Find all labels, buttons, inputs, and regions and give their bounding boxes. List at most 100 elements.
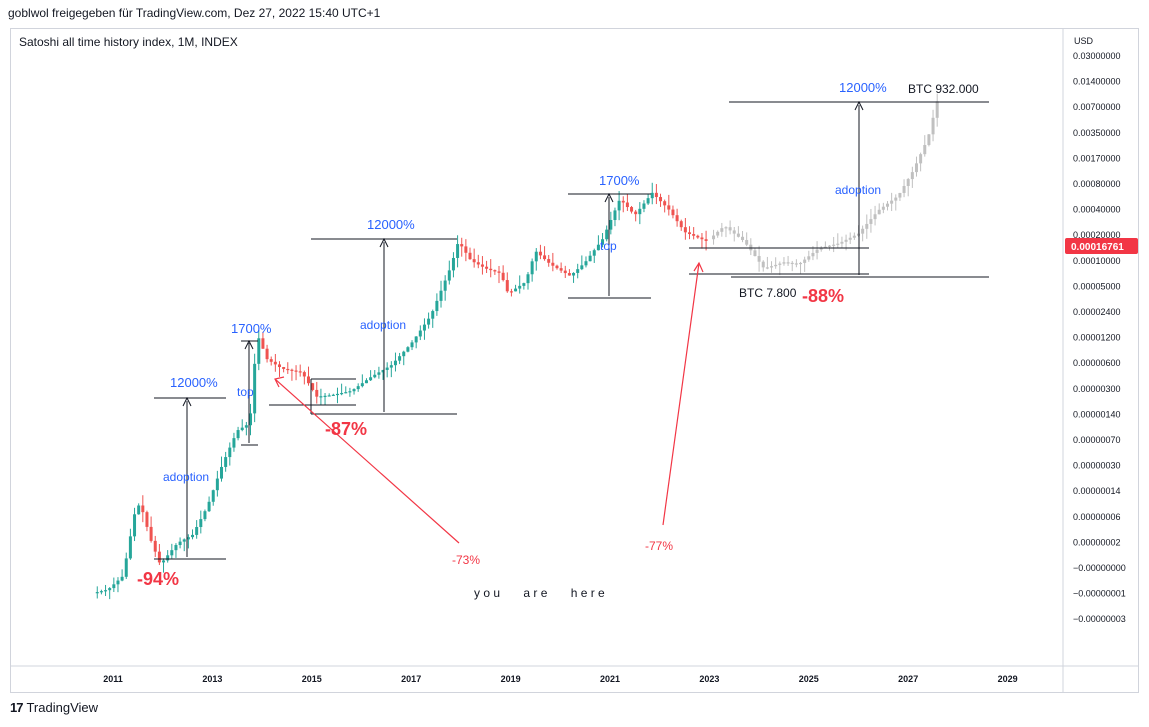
candle xyxy=(646,194,650,205)
candle xyxy=(654,184,658,205)
candle xyxy=(588,251,592,262)
price-tick-label: 0.00000014 xyxy=(1073,486,1121,496)
candle xyxy=(406,346,410,353)
candle xyxy=(294,365,298,381)
projection-candle xyxy=(852,232,856,240)
candle xyxy=(518,275,522,294)
price-tick-label: −0.00000001 xyxy=(1073,589,1126,599)
candle xyxy=(526,272,530,290)
time-tick-label: 2025 xyxy=(799,674,819,684)
projection-candle xyxy=(732,226,736,242)
candle xyxy=(460,237,464,257)
candle xyxy=(613,207,617,227)
candle xyxy=(108,587,112,600)
candle xyxy=(203,509,207,522)
projection-candle xyxy=(745,232,749,247)
projection-candle xyxy=(914,156,918,177)
candle xyxy=(402,350,406,366)
candle xyxy=(199,510,203,534)
projection-candles xyxy=(712,93,939,276)
candle xyxy=(451,252,455,278)
candle xyxy=(232,432,236,452)
candle xyxy=(157,544,161,566)
candle xyxy=(601,233,605,248)
candle xyxy=(220,456,224,482)
candle xyxy=(128,528,132,560)
candle xyxy=(489,259,493,278)
candle xyxy=(505,272,509,293)
top-label-1: top xyxy=(237,385,254,399)
candle xyxy=(596,235,600,251)
drawdown-88: -88% xyxy=(802,286,844,306)
projection-candle xyxy=(774,257,778,269)
candle xyxy=(543,246,547,261)
candle xyxy=(547,254,551,267)
candle xyxy=(228,442,232,466)
candle xyxy=(485,260,489,274)
candle xyxy=(630,205,634,214)
candle xyxy=(696,234,700,239)
candle xyxy=(99,589,103,595)
candle xyxy=(447,260,451,285)
time-tick-label: 2015 xyxy=(302,674,322,684)
projection-candle xyxy=(865,214,869,239)
tradingview-logo-icon: 17 xyxy=(10,700,24,715)
candle xyxy=(534,248,538,271)
candle xyxy=(621,196,625,213)
projection-candle xyxy=(861,225,865,242)
drawdown-73: -73% xyxy=(452,553,480,567)
candle xyxy=(141,495,145,523)
candle xyxy=(166,550,170,563)
candle xyxy=(609,211,613,235)
projection-candle xyxy=(885,201,889,211)
candle xyxy=(538,244,542,260)
candle xyxy=(182,538,186,552)
candle xyxy=(186,534,190,549)
projection-candle xyxy=(848,232,852,244)
price-tick-label: 0.00000030 xyxy=(1073,461,1121,471)
candle xyxy=(567,269,571,276)
chart-title: Satoshi all time history index, 1M, INDE… xyxy=(19,35,238,49)
chart-svg[interactable]: Satoshi all time history index, 1M, INDE… xyxy=(11,29,1138,692)
candle xyxy=(389,361,393,378)
time-tick-label: 2011 xyxy=(103,674,123,684)
price-tick-label: 0.00002400 xyxy=(1073,307,1121,317)
projection-candle xyxy=(927,134,931,147)
candle xyxy=(360,374,364,388)
candle xyxy=(427,312,431,329)
candle xyxy=(410,340,414,351)
adoption-label-1: adoption xyxy=(163,470,209,484)
price-axis[interactable]: 0.03000000 0.01400000 0.00700000 0.00350000… xyxy=(1073,51,1126,624)
candle xyxy=(555,264,559,270)
candle xyxy=(191,529,195,540)
projection-candle xyxy=(840,236,844,249)
candle xyxy=(240,419,244,432)
projection-candle xyxy=(873,205,877,226)
current-price-tag: 0.00016761 xyxy=(1065,238,1138,254)
candle xyxy=(356,383,360,392)
price-tick-label: 0.00000140 xyxy=(1073,409,1121,419)
candle xyxy=(170,543,174,559)
candle xyxy=(298,364,302,377)
price-tick-label: 0.00350000 xyxy=(1073,128,1121,138)
candle xyxy=(224,451,228,472)
red-arrows xyxy=(274,261,704,544)
candle xyxy=(124,552,128,579)
projection-candle xyxy=(799,261,803,274)
projection-candle xyxy=(881,202,885,214)
projection-candle xyxy=(724,226,728,238)
candle xyxy=(675,208,679,227)
price-candles xyxy=(95,182,708,600)
candle xyxy=(323,393,327,405)
projection-candle xyxy=(749,238,753,256)
candle xyxy=(385,362,389,378)
price-tick-label: 0.00000070 xyxy=(1073,435,1121,445)
candle xyxy=(253,353,257,423)
candle xyxy=(211,489,215,506)
projection-candle xyxy=(728,220,732,235)
footer[interactable]: 17 TradingView xyxy=(10,700,98,715)
candle xyxy=(306,366,310,386)
candle xyxy=(634,209,638,222)
time-axis[interactable]: 2011 2013 2015 2017 2019 2021 2023 2025 2027 2029 xyxy=(103,674,1017,684)
projection-candle xyxy=(778,261,782,276)
